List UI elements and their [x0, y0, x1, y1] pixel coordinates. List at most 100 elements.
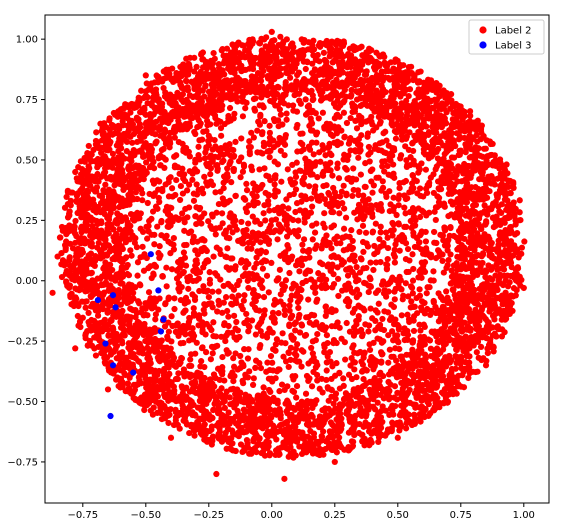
point-label-2 — [401, 325, 408, 332]
point-label-2 — [186, 181, 193, 188]
point-label-2 — [486, 305, 494, 312]
point-label-2 — [176, 170, 183, 177]
point-label-2 — [372, 105, 379, 112]
point-label-2 — [478, 356, 485, 364]
point-label-2 — [191, 432, 198, 439]
point-label-2 — [201, 173, 208, 180]
point-label-2 — [423, 290, 430, 297]
point-label-2 — [314, 174, 321, 181]
point-label-2 — [333, 360, 340, 367]
point-label-2 — [353, 294, 360, 301]
point-label-2 — [82, 304, 89, 311]
point-label-2 — [143, 80, 150, 87]
point-label-2 — [350, 165, 357, 172]
point-label-2 — [326, 434, 333, 441]
point-label-2 — [365, 288, 372, 296]
point-label-2 — [275, 366, 282, 373]
point-label-2 — [226, 224, 233, 231]
point-label-2 — [199, 344, 206, 351]
point-label-2 — [366, 158, 373, 165]
point-label-2 — [453, 346, 460, 353]
point-label-2 — [296, 329, 304, 336]
point-label-2 — [246, 151, 253, 158]
point-label-2 — [348, 227, 355, 234]
point-label-2 — [427, 277, 434, 284]
point-label-2 — [492, 222, 499, 230]
point-label-2 — [372, 220, 379, 227]
point-label-2 — [210, 332, 217, 340]
point-label-2 — [222, 337, 229, 345]
point-label-2 — [248, 129, 255, 136]
point-label-2 — [396, 185, 403, 192]
point-label-2 — [237, 174, 244, 181]
point-label-2 — [402, 256, 410, 263]
point-label-2 — [479, 293, 486, 301]
point-label-2 — [504, 272, 511, 279]
point-label-2 — [274, 236, 281, 243]
point-label-2 — [178, 383, 185, 390]
point-label-2 — [356, 269, 364, 276]
point-label-2 — [367, 259, 374, 266]
point-label-2 — [359, 101, 366, 108]
point-label-2 — [275, 310, 282, 317]
point-label-2 — [394, 337, 401, 344]
point-label-2 — [437, 133, 445, 140]
point-label-2 — [209, 181, 217, 189]
point-label-2 — [107, 261, 114, 268]
point-label-2 — [118, 195, 125, 202]
point-label-2 — [292, 173, 300, 181]
point-label-2 — [233, 318, 240, 326]
point-label-2 — [206, 269, 213, 276]
point-label-2 — [217, 188, 224, 195]
point-label-2 — [306, 375, 313, 382]
point-label-2 — [432, 255, 440, 262]
point-label-2 — [396, 247, 403, 254]
point-label-2 — [461, 256, 468, 263]
point-label-2 — [215, 61, 222, 68]
point-label-2 — [244, 355, 252, 362]
point-label-2 — [152, 86, 160, 93]
point-label-2 — [102, 279, 109, 286]
point-label-2 — [95, 239, 102, 247]
point-label-2 — [292, 169, 299, 176]
point-label-2 — [318, 375, 325, 382]
point-label-2 — [355, 154, 362, 161]
point-label-2 — [318, 192, 325, 199]
point-label-2 — [128, 252, 135, 259]
point-label-2 — [287, 439, 294, 446]
point-label-2 — [315, 438, 322, 445]
point-label-2 — [240, 297, 247, 304]
point-label-2 — [359, 330, 366, 338]
point-label-2 — [350, 186, 357, 194]
point-label-2 — [283, 110, 290, 117]
point-label-2 — [199, 56, 206, 63]
point-label-2 — [266, 154, 273, 161]
point-label-2 — [267, 229, 274, 236]
point-label-2 — [302, 155, 309, 162]
point-label-2 — [285, 349, 292, 356]
point-label-2 — [259, 265, 266, 272]
point-label-2 — [309, 60, 316, 67]
point-label-2 — [287, 414, 294, 421]
point-label-2 — [317, 259, 324, 266]
point-label-2 — [312, 289, 319, 296]
point-label-2 — [351, 366, 358, 373]
point-label-2 — [336, 324, 343, 331]
point-label-2 — [378, 339, 385, 346]
point-label-2 — [382, 229, 390, 236]
point-label-2 — [254, 149, 261, 156]
point-label-2 — [375, 438, 382, 446]
point-label-2 — [232, 350, 239, 357]
point-label-2 — [417, 213, 424, 221]
point-label-2 — [127, 305, 134, 312]
point-label-2 — [295, 286, 302, 293]
point-label-2 — [209, 213, 216, 220]
point-label-2 — [377, 420, 384, 428]
point-label-2 — [152, 263, 160, 270]
point-label-2 — [261, 36, 268, 43]
point-label-2 — [464, 326, 471, 333]
point-label-2 — [93, 129, 100, 136]
point-label-2 — [227, 158, 234, 165]
point-label-2 — [171, 153, 178, 160]
point-label-2 — [398, 312, 405, 319]
